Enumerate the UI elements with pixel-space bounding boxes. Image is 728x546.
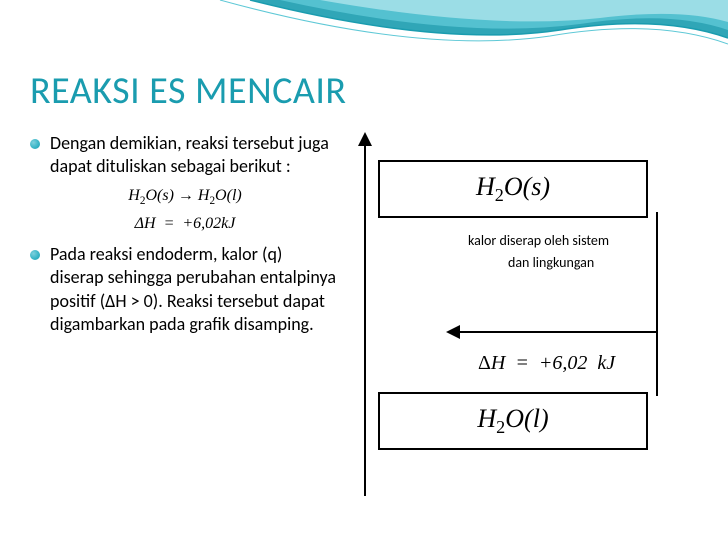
bullet-icon <box>30 250 40 260</box>
diagram-delta-h: ΔH = +6,02 kJ <box>478 352 615 375</box>
arrow-vertical-segment <box>656 212 658 396</box>
arrow-left-icon <box>446 325 460 339</box>
text-column: Dengan demikian, reaksi tersebut juga da… <box>30 132 340 502</box>
y-axis <box>364 144 366 496</box>
page-title: REAKSI ES MENCAIR <box>30 68 698 114</box>
state-box-top: H2O(s) <box>378 160 648 218</box>
y-axis-arrow-icon <box>358 132 372 146</box>
diagram-caption-1: kalor diserap oleh sistem <box>468 232 609 249</box>
formula-reaction: H2O(s) → H2O(l) <box>30 187 340 207</box>
bullet-item: Pada reaksi endoderm, kalor (q) diserap … <box>30 243 340 337</box>
bullet-text-2: Pada reaksi endoderm, kalor (q) diserap … <box>50 243 340 337</box>
bullet-item: Dengan demikian, reaksi tersebut juga da… <box>30 132 340 179</box>
state-box-bottom: H2O(l) <box>378 392 648 450</box>
wave-decoration <box>0 0 728 70</box>
arrow-horizontal-segment <box>458 331 658 333</box>
diagram-caption-2: dan lingkungan <box>508 254 594 271</box>
bullet-text-1: Dengan demikian, reaksi tersebut juga da… <box>50 132 340 179</box>
energy-diagram: H2O(s) H2O(l) kalor diserap oleh sistem … <box>358 132 688 502</box>
formula-delta-h: ΔH = +6,02kJ <box>30 215 340 233</box>
bullet-icon <box>30 139 40 149</box>
